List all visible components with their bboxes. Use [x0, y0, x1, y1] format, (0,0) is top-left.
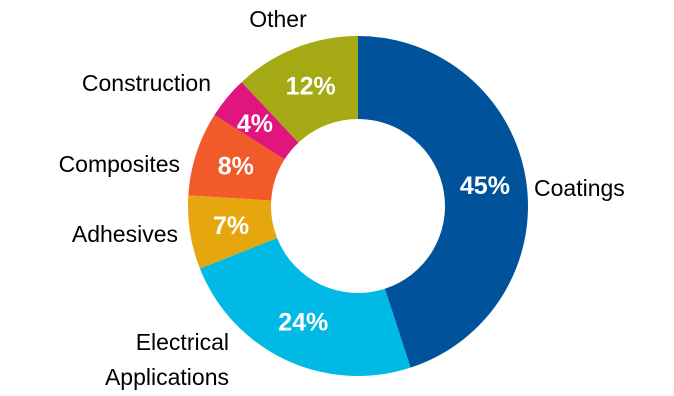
- pct-label-coatings: 45%: [460, 172, 510, 200]
- pct-label-construction: 4%: [237, 110, 273, 138]
- category-label-electrical-applications: Electrical Applications: [105, 329, 229, 390]
- pct-label-other: 12%: [286, 73, 336, 101]
- pct-label-electrical-applications: 24%: [278, 308, 328, 336]
- slice-coatings: [358, 36, 528, 368]
- category-label-composites: Composites: [59, 151, 180, 177]
- category-label-coatings: Coatings: [534, 175, 625, 201]
- category-labels: Coatings Electrical Applications Adhesives C…: [59, 6, 625, 390]
- category-label-other: Other: [249, 6, 307, 32]
- slice-electrical-applications: [199, 238, 411, 376]
- slice-construction: [214, 82, 299, 160]
- pct-label-adhesives: 7%: [213, 212, 249, 240]
- percentage-labels: 45% 24% 7% 8% 4% 12%: [213, 73, 510, 337]
- slice-other: [241, 36, 358, 143]
- slice-adhesives: [187, 195, 278, 269]
- pct-label-composites: 8%: [218, 152, 254, 180]
- category-label-construction: Construction: [82, 70, 211, 96]
- donut-slices: [187, 36, 528, 376]
- category-label-adhesives: Adhesives: [72, 221, 178, 247]
- slice-composites: [188, 114, 285, 201]
